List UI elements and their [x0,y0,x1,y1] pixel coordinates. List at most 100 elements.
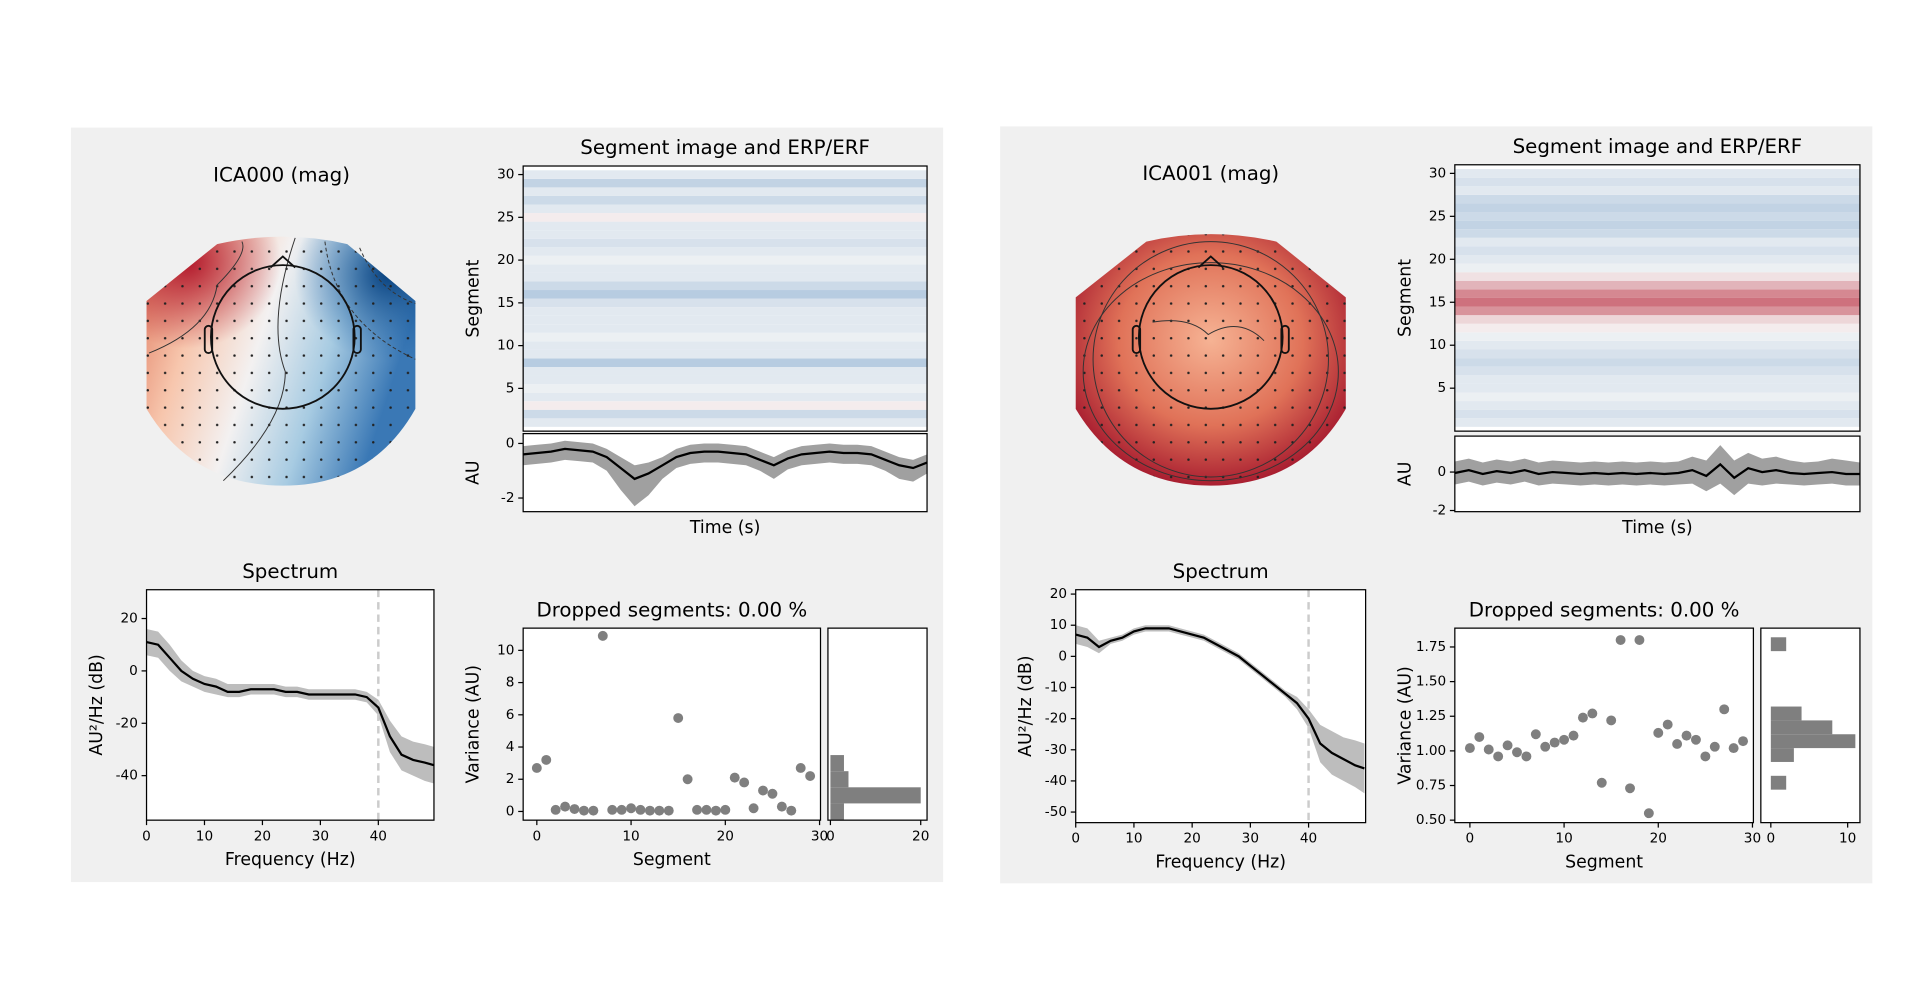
y-tick-label: -40 [1045,773,1067,789]
point [663,805,674,816]
heatmap-row [523,213,928,222]
heatmap-row [1454,392,1860,402]
point [1738,736,1749,747]
topomap-title: ICA000 (mag) [213,163,350,186]
axes-frame [1454,164,1861,432]
line [146,641,435,767]
heatmap-row [523,204,928,214]
heatmap-row [523,298,928,308]
bar [1770,734,1856,749]
heatmap-row [523,238,928,248]
point [1709,741,1720,752]
point [531,763,542,773]
x-axis-label: Segment [633,850,711,870]
x-tick-label: 30 [1242,831,1259,847]
heatmap-row [1454,177,1860,187]
y-tick-label: 0 [506,803,515,819]
point [1587,708,1598,719]
y-tick-label: -2 [501,490,515,506]
point [560,801,571,812]
point [1577,712,1588,723]
heatmap-row [1454,332,1860,341]
y-tick-label: 8 [506,675,515,691]
x-tick-label: 20 [1183,831,1200,847]
point [739,777,750,788]
heatmap-row [1454,349,1860,359]
point [1530,729,1541,740]
heatmap-row [523,195,928,205]
y-tick-label: -50 [1045,804,1067,820]
axes-title: Spectrum [242,560,338,583]
heatmap-row [1454,237,1860,247]
point [795,763,806,773]
heatmap-row [1454,220,1860,230]
plot-area [1454,628,1754,823]
band [1075,625,1365,794]
axes-title: Dropped segments: 0.00 % [536,598,807,621]
y-tick-label: 20 [497,252,514,268]
axes-title: Dropped segments: 0.00 % [1469,598,1740,621]
point [597,630,608,641]
heatmap-row [1454,203,1860,213]
point [578,805,589,816]
point [692,804,702,815]
heatmap-row [1454,272,1860,281]
x-tick-label: 30 [811,828,828,844]
y-axis-label: Segment [464,259,484,337]
heatmap-row [523,349,928,359]
point [729,772,740,783]
y-tick-label: 1.75 [1416,639,1446,655]
heatmap-row [1454,246,1860,255]
y-tick-label: 0.50 [1416,812,1446,828]
y-tick-label: 15 [497,295,514,311]
x-axis-label: Segment [1565,852,1643,872]
point [1483,744,1494,755]
heatmap-row [523,358,928,367]
axes-frame [827,627,928,821]
point [1464,743,1475,754]
point [1625,783,1635,794]
topomap [1075,234,1346,486]
plot-area [523,628,821,821]
axes-title: Segment image and ERP/ERF [1513,135,1803,158]
point [682,774,693,785]
y-tick-label: 10 [497,338,514,354]
point [588,805,599,816]
point [635,804,646,815]
y-tick-label: -20 [116,715,138,731]
axes-frame [1454,435,1861,513]
heatmap-row [523,324,928,333]
point [1568,730,1579,741]
heatmap-row [1454,383,1860,393]
heatmap-row [523,307,928,316]
heatmap-row [523,366,928,376]
axes-frame [1760,627,1861,824]
point [748,803,759,814]
y-tick-label: 1.25 [1416,708,1446,724]
heatmap-row [1454,263,1860,273]
y-tick-label: -30 [1045,742,1067,758]
point [1700,751,1711,762]
x-axis-label: Frequency (Hz) [225,850,356,870]
plot-area [146,589,434,821]
y-tick-label: 25 [497,209,514,225]
y-tick-label: 20 [1050,586,1067,602]
point [701,804,712,815]
y-axis-label: AU²/Hz (dB) [87,654,107,755]
y-tick-label: 0 [1437,464,1446,480]
axes-frame [1075,589,1367,824]
bar [830,755,844,772]
point [1521,751,1532,762]
y-tick-label: 0 [506,435,515,451]
band [1454,445,1860,496]
point [1493,751,1504,762]
x-tick-label: 10 [1125,831,1142,847]
line [523,447,928,481]
heatmap-row [523,187,928,196]
x-tick-label: 0 [1766,831,1775,847]
y-tick-label: 2 [506,771,515,787]
point [541,754,552,765]
heatmap-row [1454,340,1860,350]
point [1653,727,1664,738]
